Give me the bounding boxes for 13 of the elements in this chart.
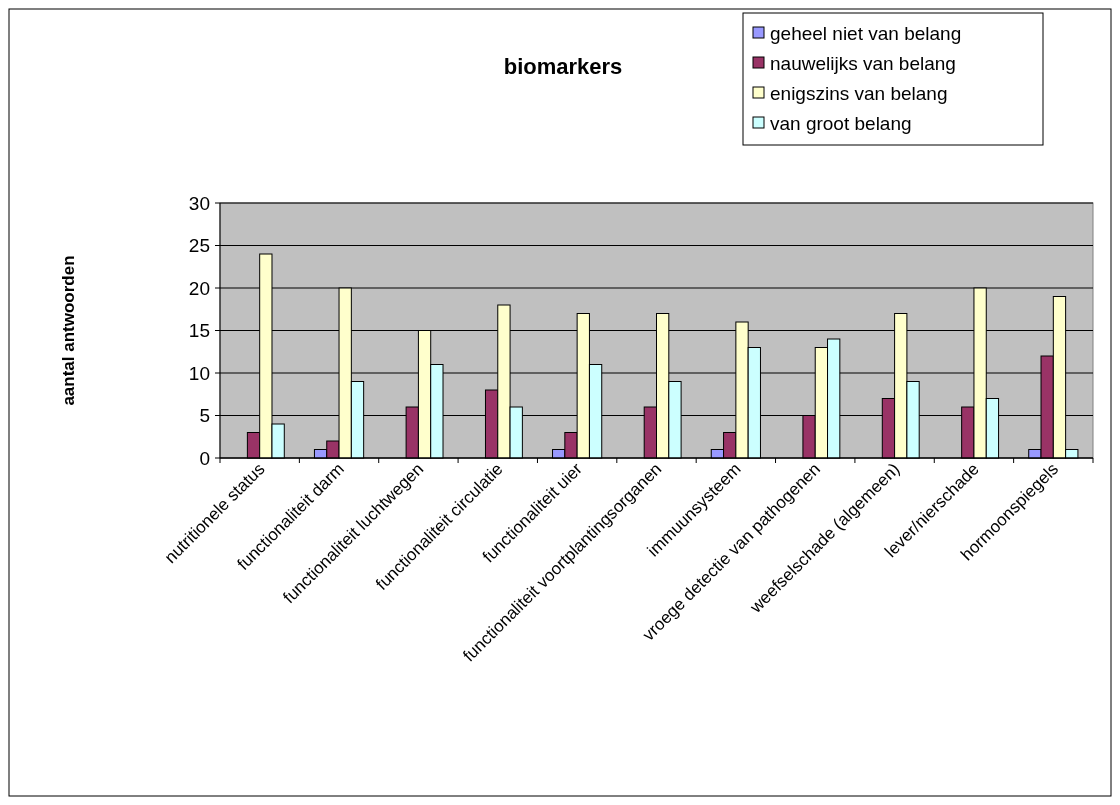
y-tick-label: 15: [188, 320, 210, 342]
chart-title: biomarkers: [503, 54, 623, 79]
y-tick-label: 5: [199, 405, 210, 427]
legend-label: van groot belang: [770, 112, 912, 134]
y-tick-label: 25: [188, 235, 210, 257]
y-tick-label: 0: [199, 447, 210, 469]
legend-label: nauwelijks van belang: [770, 52, 956, 74]
y-axis-title: aantal antwoorden: [59, 255, 78, 406]
y-tick-label: 10: [188, 362, 210, 384]
legend-label: enigszins van belang: [770, 82, 948, 104]
y-tick-label: 20: [188, 277, 210, 299]
y-tick-label: 30: [188, 192, 210, 214]
legend-label: geheel niet van belang: [770, 22, 962, 44]
